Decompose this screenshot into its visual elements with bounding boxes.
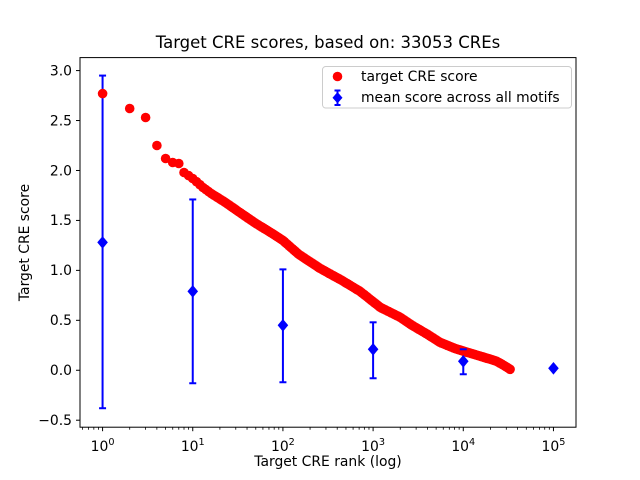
- red-data-point: [124, 103, 135, 114]
- legend-label-mean-score: mean score across all motifs: [361, 90, 560, 106]
- red-data-point: [174, 158, 184, 169]
- mean-diamond-point: [457, 354, 469, 368]
- x-axis-label: Target CRE rank (log): [253, 454, 401, 470]
- y-tick-label: 1.5: [50, 213, 72, 229]
- mean-diamond-point: [97, 236, 108, 249]
- red-data-point: [152, 140, 162, 151]
- y-tick-label: 0.0: [50, 363, 72, 379]
- x-tick-label: 105: [542, 437, 566, 455]
- legend-box: [322, 66, 572, 109]
- x-tick-label: 101: [181, 437, 205, 455]
- legend: target CRE score mean score across all m…: [322, 66, 572, 109]
- plot-border: [79, 57, 577, 428]
- y-tick-label: −0.5: [38, 413, 72, 429]
- red-scatter-series: [97, 88, 515, 375]
- x-tick-label: 102: [271, 437, 295, 455]
- y-tick-label: 1.0: [50, 263, 72, 279]
- red-data-point: [140, 112, 151, 123]
- red-data-point: [160, 153, 171, 164]
- y-tick-label: 0.5: [50, 313, 72, 329]
- red-data-point: [97, 88, 108, 99]
- y-tick-label: 2.5: [50, 113, 72, 129]
- y-axis-label: Target CRE score: [17, 184, 33, 302]
- y-tick-label: 3.0: [50, 63, 72, 79]
- legend-marker-red-dot-icon: [332, 71, 343, 82]
- mean-diamond-point: [548, 361, 559, 375]
- x-tick-label: 103: [361, 437, 385, 455]
- mean-diamond-point: [367, 342, 379, 356]
- x-tick-label: 104: [451, 437, 475, 455]
- mean-errorbar-series: [97, 74, 559, 410]
- mean-diamond-point: [277, 319, 289, 332]
- red-data-point: [505, 364, 515, 375]
- x-axis-ticks: 100 101 102 103 104 105: [82, 427, 566, 455]
- legend-label-target-score: target CRE score: [361, 69, 478, 85]
- chart-title: Target CRE scores, based on: 33053 CREs: [155, 33, 501, 52]
- mean-diamond-point: [187, 285, 199, 298]
- x-tick-label: 100: [91, 437, 115, 455]
- legend-marker-blue-diamond-icon: [332, 89, 343, 106]
- y-tick-label: 2.0: [50, 163, 72, 179]
- y-axis-ticks: 3.0 2.5 2.0 1.5 1.0 0.5 0.0 −0.5: [38, 63, 80, 429]
